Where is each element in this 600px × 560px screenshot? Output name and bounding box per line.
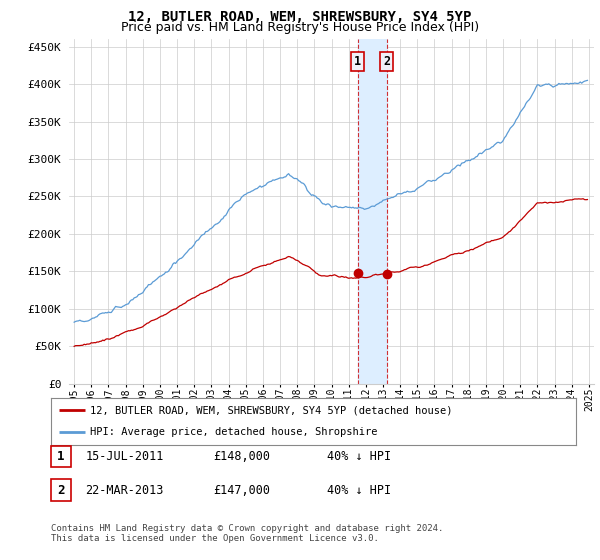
Text: Price paid vs. HM Land Registry's House Price Index (HPI): Price paid vs. HM Land Registry's House … bbox=[121, 21, 479, 34]
Bar bbox=[358, 39, 387, 384]
Text: 1: 1 bbox=[57, 450, 65, 463]
Text: £148,000: £148,000 bbox=[213, 450, 270, 463]
Text: 40% ↓ HPI: 40% ↓ HPI bbox=[327, 450, 391, 463]
Text: Contains HM Land Registry data © Crown copyright and database right 2024.
This d: Contains HM Land Registry data © Crown c… bbox=[51, 524, 443, 543]
Text: 12, BUTLER ROAD, WEM, SHREWSBURY, SY4 5YP (detached house): 12, BUTLER ROAD, WEM, SHREWSBURY, SY4 5Y… bbox=[91, 405, 453, 416]
Text: 12, BUTLER ROAD, WEM, SHREWSBURY, SY4 5YP: 12, BUTLER ROAD, WEM, SHREWSBURY, SY4 5Y… bbox=[128, 10, 472, 24]
Text: £147,000: £147,000 bbox=[213, 483, 270, 497]
Text: 2: 2 bbox=[57, 483, 65, 497]
Text: 40% ↓ HPI: 40% ↓ HPI bbox=[327, 483, 391, 497]
Text: 2: 2 bbox=[383, 55, 391, 68]
Text: HPI: Average price, detached house, Shropshire: HPI: Average price, detached house, Shro… bbox=[91, 427, 378, 437]
Text: 15-JUL-2011: 15-JUL-2011 bbox=[85, 450, 164, 463]
Text: 22-MAR-2013: 22-MAR-2013 bbox=[85, 483, 164, 497]
Text: 1: 1 bbox=[355, 55, 361, 68]
